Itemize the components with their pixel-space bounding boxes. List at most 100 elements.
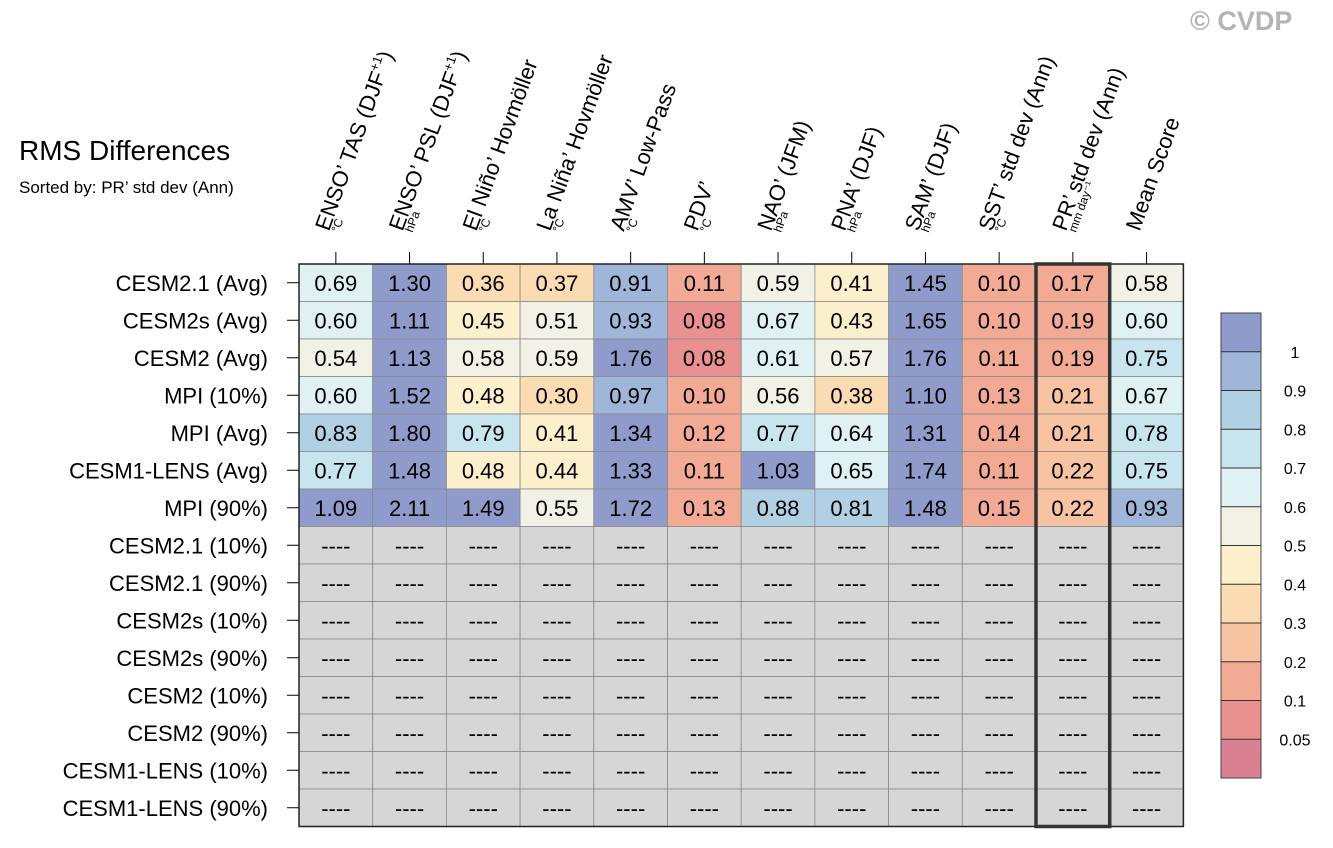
cell-value: 0.43 bbox=[830, 308, 873, 333]
cell-value: 1.31 bbox=[904, 421, 947, 446]
cell-value: ---- bbox=[837, 721, 866, 746]
cell-value: 0.81 bbox=[830, 496, 873, 521]
heatmap-cell bbox=[519, 601, 595, 640]
cell-value: ---- bbox=[542, 721, 571, 746]
cell-value: 1.65 bbox=[904, 308, 947, 333]
heatmap-cell bbox=[740, 301, 816, 340]
heatmap-cells: 0.69 1.30 0.36 0.37 0.91 0.11 0.59 0.41 1.45 0.10… bbox=[298, 263, 1185, 828]
colorbar-label: 0.9 bbox=[1284, 384, 1306, 401]
heatmap-cell bbox=[519, 376, 595, 415]
column-label-text: SST’ std dev (Ann) bbox=[973, 52, 1059, 233]
cell-value: ---- bbox=[542, 758, 571, 783]
heatmap-cell bbox=[888, 713, 963, 752]
column-unit: hPa bbox=[771, 209, 792, 234]
cell-value: 0.88 bbox=[757, 496, 800, 521]
heatmap-cell bbox=[372, 676, 447, 715]
cell-value: 0.19 bbox=[1051, 308, 1094, 333]
cell-value: 0.08 bbox=[683, 346, 726, 371]
column-label-text: La Niña’ Hovmöller bbox=[531, 51, 618, 233]
heatmap-cell bbox=[1035, 376, 1111, 415]
cell-value: ---- bbox=[321, 608, 350, 633]
row-label: CESM2 (90%) bbox=[127, 721, 268, 746]
cell-value: ---- bbox=[616, 571, 645, 596]
cell-value: ---- bbox=[690, 758, 719, 783]
heatmap-cell bbox=[667, 488, 742, 527]
heatmap-cell bbox=[593, 676, 668, 715]
cell-value: 0.08 bbox=[683, 308, 726, 333]
cell-value: ---- bbox=[984, 721, 1013, 746]
cell-value: 0.10 bbox=[978, 308, 1021, 333]
heatmap-cell bbox=[372, 488, 447, 527]
cell-value: 0.22 bbox=[1051, 458, 1094, 483]
cell-value: ---- bbox=[1058, 533, 1087, 558]
heatmap-cell bbox=[740, 488, 816, 527]
heatmap-cell bbox=[961, 638, 1037, 677]
cell-value: ---- bbox=[321, 646, 350, 671]
cell-value: ---- bbox=[469, 796, 498, 821]
column-label-superscript: +1 bbox=[366, 54, 385, 73]
cell-value: ---- bbox=[616, 533, 645, 558]
heatmap-cell bbox=[961, 751, 1037, 790]
heatmap-cell bbox=[961, 563, 1037, 602]
cell-value: 0.54 bbox=[314, 346, 357, 371]
cell-value: ---- bbox=[763, 608, 792, 633]
heatmap-cell bbox=[667, 338, 742, 377]
colorbar-segment bbox=[1221, 468, 1261, 507]
row-label: CESM1-LENS (Avg) bbox=[69, 458, 268, 483]
row-label: CESM1-LENS (10%) bbox=[63, 758, 268, 783]
colorbar-segment bbox=[1221, 623, 1261, 662]
column-label-text: AMV’ Low-Pass bbox=[605, 80, 681, 234]
cell-value: 0.30 bbox=[536, 383, 579, 408]
row-label: CESM2.1 (10%) bbox=[109, 533, 268, 558]
cell-value: 0.17 bbox=[1051, 271, 1094, 296]
cell-value: ---- bbox=[469, 683, 498, 708]
cell-value: ---- bbox=[1132, 571, 1161, 596]
colorbar-segment bbox=[1221, 429, 1261, 468]
heatmap-cell bbox=[667, 451, 742, 490]
heatmap-cell bbox=[1109, 788, 1184, 827]
row-label: CESM2s (10%) bbox=[116, 608, 268, 633]
colorbar-label: 0.6 bbox=[1284, 500, 1306, 517]
cell-value: 0.38 bbox=[830, 383, 873, 408]
heatmap-cell bbox=[519, 451, 595, 490]
heatmap-cell bbox=[445, 563, 521, 602]
colorbar-segment bbox=[1221, 661, 1261, 701]
colorbar: 1 0.9 0.8 0.7 0.6 0.5 0.4 0.3 0.2 0.1 0.05 bbox=[1220, 312, 1311, 779]
heatmap-cell bbox=[667, 751, 742, 790]
row-labels: CESM2.1 (Avg) CESM2s (Avg) CESM2 (Avg) MPI … bbox=[63, 271, 299, 821]
cell-value: ---- bbox=[321, 571, 350, 596]
cell-value: ---- bbox=[911, 571, 940, 596]
heatmap-cell bbox=[740, 713, 816, 752]
cell-value: 1.72 bbox=[609, 496, 652, 521]
heatmap-cell bbox=[593, 413, 668, 452]
row-label: MPI (Avg) bbox=[171, 421, 268, 446]
cell-value: ---- bbox=[911, 721, 940, 746]
cell-value: 0.13 bbox=[978, 383, 1021, 408]
cell-value: ---- bbox=[1058, 646, 1087, 671]
heatmap-cell bbox=[372, 301, 447, 340]
heatmap-cell bbox=[298, 413, 374, 452]
cell-value: ---- bbox=[321, 796, 350, 821]
row-label: CESM2.1 (90%) bbox=[109, 571, 268, 596]
colorbar-label: 0.1 bbox=[1284, 694, 1306, 711]
cell-value: 0.79 bbox=[462, 421, 505, 446]
cell-value: ---- bbox=[1058, 683, 1087, 708]
heatmap-cell bbox=[961, 263, 1037, 302]
heatmap-cell bbox=[519, 788, 595, 827]
column-unit: °C bbox=[476, 216, 494, 234]
heatmap-cell bbox=[593, 601, 668, 640]
heatmap-cell bbox=[372, 601, 447, 640]
cell-value: 0.57 bbox=[830, 346, 873, 371]
cell-value: ---- bbox=[321, 758, 350, 783]
heatmap-cell bbox=[593, 751, 668, 790]
heatmap-cell bbox=[445, 488, 521, 527]
cell-value: ---- bbox=[395, 646, 424, 671]
cell-value: ---- bbox=[1132, 646, 1161, 671]
cell-value: ---- bbox=[616, 721, 645, 746]
cell-value: ---- bbox=[395, 608, 424, 633]
heatmap-cell bbox=[740, 788, 816, 827]
cell-value: ---- bbox=[690, 721, 719, 746]
heatmap-cell bbox=[593, 301, 668, 340]
cell-value: ---- bbox=[763, 796, 792, 821]
cell-value: ---- bbox=[1058, 608, 1087, 633]
